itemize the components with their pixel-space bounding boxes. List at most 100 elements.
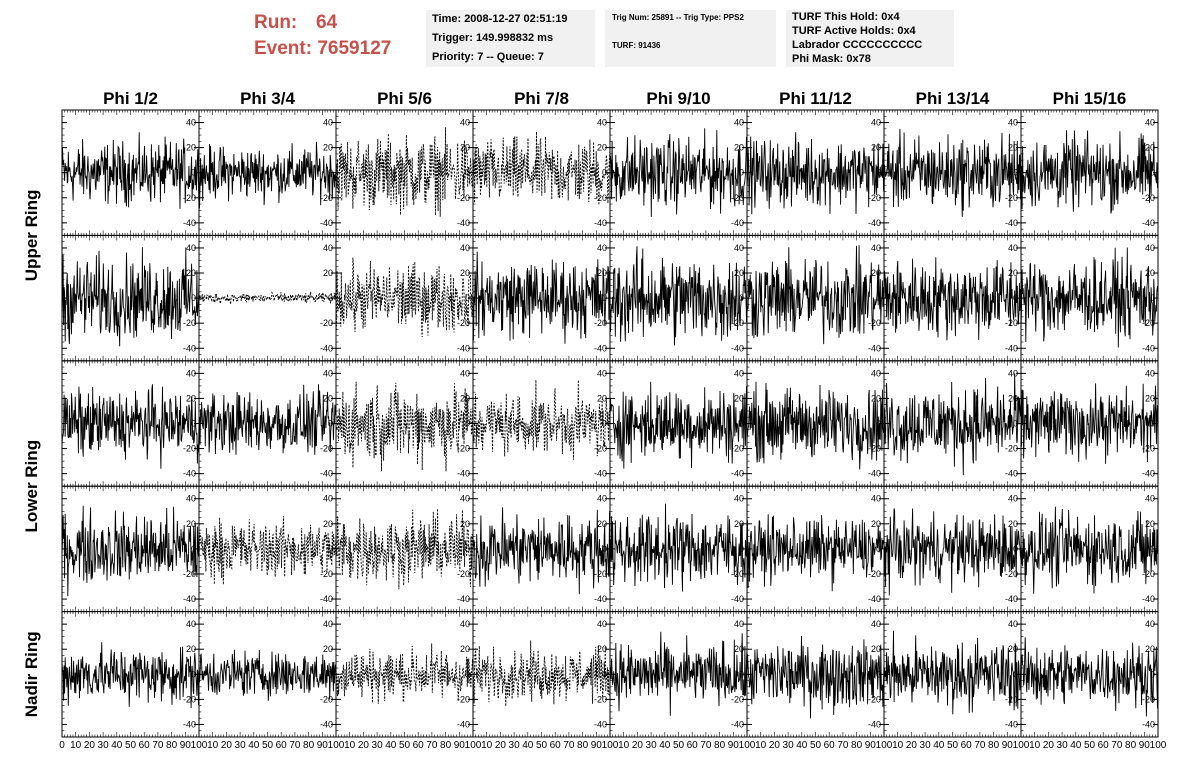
column-title: Phi 15/16 bbox=[1053, 89, 1127, 108]
y-tick-label: -40 bbox=[457, 594, 470, 604]
y-tick-label: -20 bbox=[457, 193, 470, 203]
y-tick-label: -40 bbox=[594, 218, 607, 228]
event-label: Event: bbox=[254, 38, 313, 59]
y-tick-label: 20 bbox=[323, 519, 333, 529]
y-tick-label: 0 bbox=[1013, 419, 1018, 429]
y-tick-label: -40 bbox=[457, 343, 470, 353]
y-tick-label: 40 bbox=[1145, 118, 1155, 128]
y-tick-label: 0 bbox=[1150, 293, 1155, 303]
y-tick-label: -40 bbox=[731, 218, 744, 228]
waveform-trace bbox=[1020, 247, 1159, 348]
y-tick-label: -40 bbox=[320, 469, 333, 479]
y-tick-label: 20 bbox=[1008, 519, 1018, 529]
priority-text: Priority: 7 -- Queue: 7 bbox=[432, 51, 544, 63]
y-tick-label: -20 bbox=[183, 193, 196, 203]
y-tick-label: 40 bbox=[871, 494, 881, 504]
y-tick-label: -40 bbox=[594, 594, 607, 604]
y-tick-label: 40 bbox=[460, 118, 470, 128]
y-tick-label: -40 bbox=[868, 343, 881, 353]
waveform-trace bbox=[61, 247, 200, 347]
waveform-trace bbox=[335, 257, 474, 338]
y-tick-label: -20 bbox=[457, 318, 470, 328]
run-event-box: Run: 64 Event: 7659127 bbox=[254, 10, 391, 62]
y-tick-label: -20 bbox=[868, 318, 881, 328]
waveform-trace bbox=[335, 127, 474, 217]
y-tick-label: 20 bbox=[1145, 268, 1155, 278]
waveform-trace bbox=[198, 516, 337, 585]
y-tick-label: 20 bbox=[871, 268, 881, 278]
y-tick-label: -40 bbox=[320, 218, 333, 228]
y-tick-label: 40 bbox=[871, 118, 881, 128]
waveform-trace bbox=[746, 132, 885, 215]
y-tick-label: 0 bbox=[602, 544, 607, 554]
y-tick-label: 40 bbox=[186, 368, 196, 378]
y-tick-label: 40 bbox=[1008, 494, 1018, 504]
y-tick-label: 40 bbox=[597, 118, 607, 128]
y-tick-label: 40 bbox=[323, 243, 333, 253]
y-tick-label: -40 bbox=[457, 719, 470, 729]
y-tick-label: 20 bbox=[1008, 143, 1018, 153]
y-tick-label: -20 bbox=[594, 569, 607, 579]
y-tick-label: 20 bbox=[734, 519, 744, 529]
y-tick-label: 20 bbox=[460, 644, 470, 654]
y-tick-label: -20 bbox=[457, 444, 470, 454]
y-tick-label: 20 bbox=[871, 519, 881, 529]
y-tick-label: 40 bbox=[323, 619, 333, 629]
y-tick-label: 20 bbox=[734, 393, 744, 403]
column-title: Phi 1/2 bbox=[103, 89, 158, 108]
y-tick-label: -20 bbox=[594, 193, 607, 203]
y-tick-label: -20 bbox=[594, 318, 607, 328]
y-tick-label: 0 bbox=[739, 168, 744, 178]
y-tick-label: -20 bbox=[1142, 444, 1155, 454]
waveform-trace bbox=[335, 508, 474, 590]
y-tick-label: 20 bbox=[1145, 143, 1155, 153]
y-tick-label: 40 bbox=[323, 368, 333, 378]
waveform-trace bbox=[883, 508, 1022, 596]
y-tick-label: 40 bbox=[597, 619, 607, 629]
panel-frame bbox=[609, 234, 748, 362]
y-tick-label: 0 bbox=[328, 419, 333, 429]
y-tick-label: -20 bbox=[594, 694, 607, 704]
y-tick-label: 40 bbox=[1145, 243, 1155, 253]
y-tick-label: 20 bbox=[186, 519, 196, 529]
y-tick-label: -20 bbox=[1142, 193, 1155, 203]
y-tick-label: 20 bbox=[597, 268, 607, 278]
run-line: Run: 64 bbox=[254, 10, 391, 36]
ring-label: Upper Ring bbox=[22, 190, 41, 282]
waveform-trace bbox=[746, 245, 885, 345]
y-tick-label: -20 bbox=[320, 193, 333, 203]
y-tick-label: -40 bbox=[183, 218, 196, 228]
waveform-trace bbox=[609, 381, 748, 469]
column-title: Phi 7/8 bbox=[514, 89, 569, 108]
waveform-trace bbox=[883, 257, 1022, 341]
y-tick-label: -20 bbox=[1142, 569, 1155, 579]
y-tick-label: -40 bbox=[731, 469, 744, 479]
y-tick-label: 0 bbox=[602, 419, 607, 429]
waveform-trace bbox=[198, 384, 337, 455]
waveform-trace bbox=[198, 141, 337, 209]
column-title: Phi 9/10 bbox=[646, 89, 710, 108]
trig-info-box: Trig Num: 25891 -- Trig Type: PPS2 TURF:… bbox=[605, 10, 776, 67]
time-text: Time: 2008-12-27 02:51:19 bbox=[432, 13, 568, 25]
y-tick-label: -40 bbox=[320, 719, 333, 729]
y-tick-label: -20 bbox=[457, 694, 470, 704]
waveform-trace bbox=[61, 642, 200, 709]
y-tick-label: 40 bbox=[734, 368, 744, 378]
y-tick-label: 40 bbox=[734, 494, 744, 504]
y-tick-label: -20 bbox=[320, 444, 333, 454]
y-tick-label: 20 bbox=[323, 268, 333, 278]
y-tick-label: -20 bbox=[183, 569, 196, 579]
y-tick-label: -40 bbox=[868, 469, 881, 479]
y-tick-label: -20 bbox=[731, 444, 744, 454]
trigger-text: Trigger: 149.998832 ms bbox=[432, 32, 554, 44]
y-tick-label: 20 bbox=[597, 393, 607, 403]
y-tick-label: 40 bbox=[460, 368, 470, 378]
column-title: Phi 5/6 bbox=[377, 89, 432, 108]
y-tick-label: 20 bbox=[1145, 519, 1155, 529]
trig-num-text: Trig Num: 25891 -- Trig Type: PPS2 bbox=[612, 13, 744, 22]
waveform-trace bbox=[472, 251, 611, 344]
y-tick-label: -20 bbox=[457, 569, 470, 579]
y-tick-label: 40 bbox=[186, 494, 196, 504]
y-tick-label: 40 bbox=[734, 243, 744, 253]
